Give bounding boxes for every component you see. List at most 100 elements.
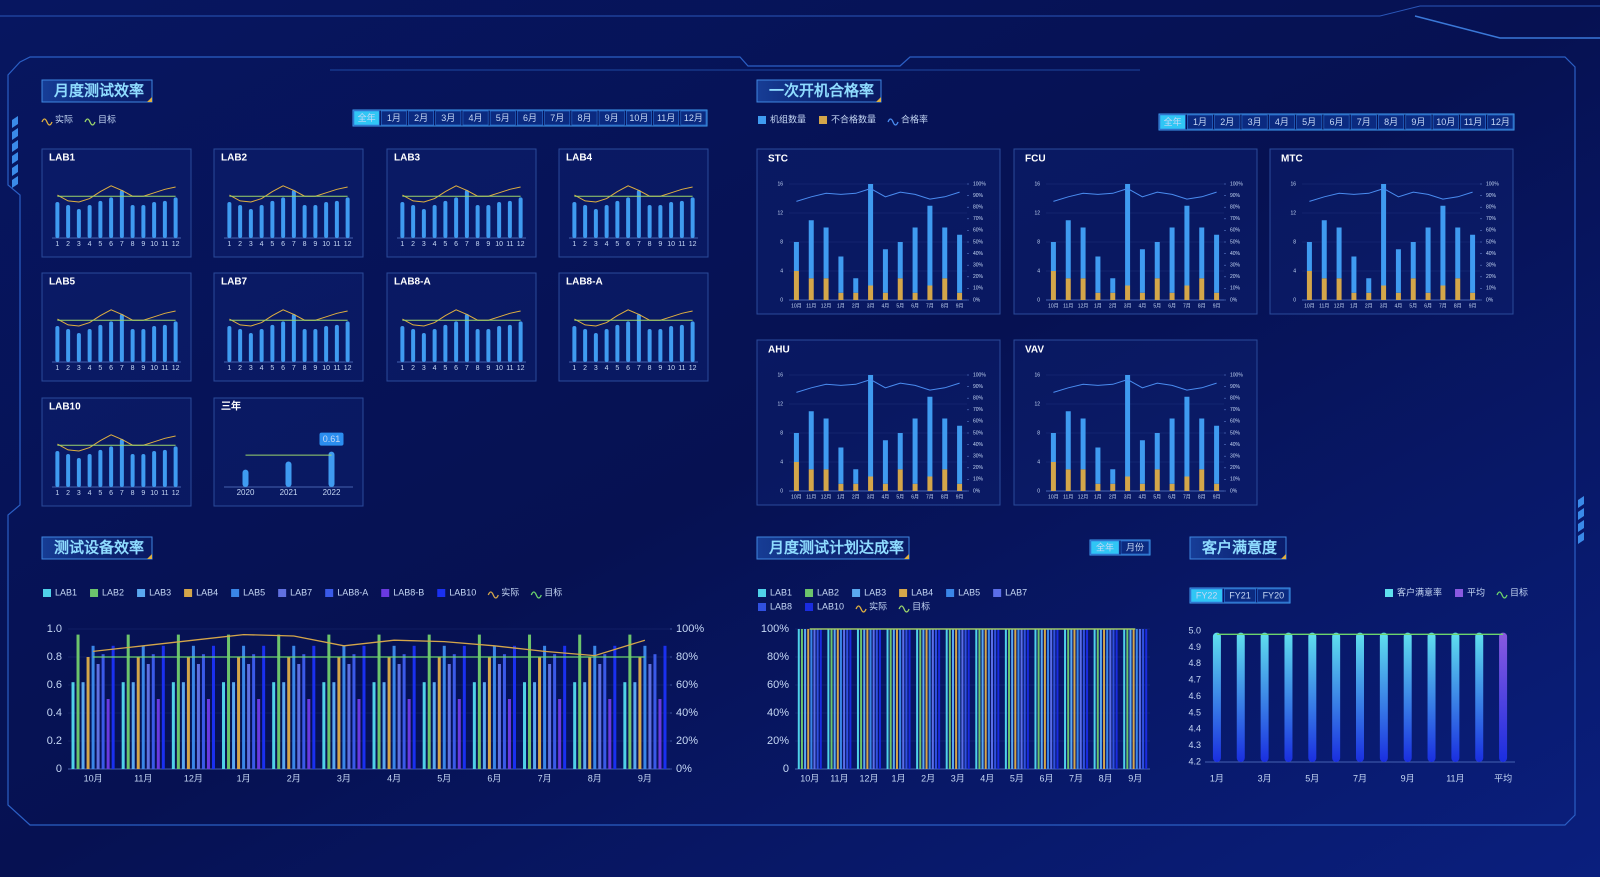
filter-button-bg[interactable] xyxy=(1159,114,1186,130)
filter-button[interactable]: 9月 xyxy=(1405,114,1432,130)
filter-button[interactable]: 7月 xyxy=(544,110,571,126)
filter-button-label[interactable]: FY21 xyxy=(1229,590,1251,600)
filter-button-bg[interactable] xyxy=(1224,588,1256,603)
filter-button-label[interactable]: 5月 xyxy=(496,113,510,123)
bar xyxy=(679,324,684,362)
filter-button-bg[interactable] xyxy=(380,110,407,126)
filter-button[interactable]: 7月 xyxy=(1350,114,1377,130)
filter-button-bg[interactable] xyxy=(571,110,598,126)
filter-button-bg[interactable] xyxy=(1268,114,1295,130)
filter-button[interactable]: 6月 xyxy=(517,110,543,126)
filter-button-label[interactable]: 7月 xyxy=(1357,117,1371,127)
filter-button-bg[interactable] xyxy=(462,110,489,126)
filter-button-bg[interactable] xyxy=(1120,540,1150,555)
x-tick-label: 7 xyxy=(465,365,469,372)
filter-button-label[interactable]: 10月 xyxy=(1436,117,1455,127)
filter-button-label[interactable]: 12月 xyxy=(1491,117,1510,127)
filter-button-bg[interactable] xyxy=(1405,114,1432,130)
filter-button-label[interactable]: 11月 xyxy=(1464,117,1482,127)
filter-button[interactable]: 1月 xyxy=(1187,114,1213,130)
filter-button-bg[interactable] xyxy=(1187,114,1213,130)
filter-button-bg[interactable] xyxy=(1323,114,1350,130)
bar xyxy=(830,629,833,769)
filter-button[interactable]: FY20 xyxy=(1257,588,1290,603)
filter-button-label[interactable]: 1月 xyxy=(1193,117,1207,127)
filter-button-label[interactable]: 8月 xyxy=(1384,117,1398,127)
filter-button-bg[interactable] xyxy=(1257,588,1290,603)
filter-button-label[interactable]: 3月 xyxy=(441,113,455,123)
filter-button[interactable]: 全年 xyxy=(353,110,380,126)
filter-button-label[interactable]: 7月 xyxy=(550,113,564,123)
filter-button-label[interactable]: 1月 xyxy=(387,113,401,123)
filter-button-bg[interactable] xyxy=(517,110,543,126)
filter-button-bg[interactable] xyxy=(1241,114,1268,130)
filter-button-label[interactable]: 6月 xyxy=(523,113,537,123)
x-tick-label: 1月 xyxy=(1350,303,1358,309)
filter-button-bg[interactable] xyxy=(435,110,462,126)
filter-button[interactable]: 12月 xyxy=(680,110,707,126)
filter-button-label[interactable]: 8月 xyxy=(577,113,591,123)
filter-button[interactable]: FY21 xyxy=(1224,588,1256,603)
filter-button-label[interactable]: 3月 xyxy=(1248,117,1262,127)
filter-button-label[interactable]: FY22 xyxy=(1196,590,1218,600)
filter-button[interactable]: FY22 xyxy=(1190,588,1223,603)
filter-button-label[interactable]: 4月 xyxy=(1275,117,1289,127)
filter-button-bg[interactable] xyxy=(1487,114,1514,130)
filter-button-label[interactable]: 全年 xyxy=(1096,541,1114,552)
filter-button-label[interactable]: 全年 xyxy=(358,112,376,123)
filter-button[interactable]: 4月 xyxy=(1268,114,1295,130)
filter-button-bg[interactable] xyxy=(1090,540,1120,555)
filter-button-label[interactable]: 12月 xyxy=(684,113,703,123)
filter-button[interactable]: 2月 xyxy=(408,110,434,126)
filter-button-bg[interactable] xyxy=(1460,114,1486,130)
filter-button-bg[interactable] xyxy=(353,110,380,126)
filter-button-bg[interactable] xyxy=(680,110,707,126)
filter-button[interactable]: 月份 xyxy=(1120,540,1150,555)
filter-button[interactable]: 全年 xyxy=(1159,114,1186,130)
filter-button-bg[interactable] xyxy=(598,110,625,126)
bar xyxy=(1065,220,1071,279)
filter-button[interactable]: 全年 xyxy=(1090,540,1120,555)
filter-button[interactable]: 4月 xyxy=(462,110,489,126)
filter-button[interactable]: 11月 xyxy=(1460,114,1486,130)
filter-button-label[interactable]: 4月 xyxy=(469,113,483,123)
filter-button-bg[interactable] xyxy=(1296,114,1323,130)
bar xyxy=(846,629,849,769)
filter-button-label[interactable]: 2月 xyxy=(1220,117,1234,127)
filter-button-bg[interactable] xyxy=(1190,588,1223,603)
filter-button-label[interactable]: 2月 xyxy=(414,113,428,123)
filter-button[interactable]: 1月 xyxy=(380,110,407,126)
filter-button-label[interactable]: 6月 xyxy=(1329,117,1343,127)
filter-button[interactable]: 5月 xyxy=(1296,114,1323,130)
filter-button[interactable]: 8月 xyxy=(571,110,598,126)
filter-frame xyxy=(352,109,708,127)
filter-button[interactable]: 11月 xyxy=(653,110,680,126)
filter-button[interactable]: 10月 xyxy=(626,110,652,126)
filter-button[interactable]: 5月 xyxy=(489,110,516,126)
filter-button-label[interactable]: 月份 xyxy=(1126,541,1144,552)
filter-button-label[interactable]: 9月 xyxy=(605,113,619,123)
filter-button-label[interactable]: 9月 xyxy=(1411,117,1425,127)
filter-button[interactable]: 6月 xyxy=(1323,114,1350,130)
filter-button[interactable]: 9月 xyxy=(598,110,625,126)
filter-button[interactable]: 8月 xyxy=(1378,114,1405,130)
filter-button-bg[interactable] xyxy=(1350,114,1377,130)
filter-button[interactable]: 3月 xyxy=(435,110,462,126)
filter-button-label[interactable]: 10月 xyxy=(629,113,648,123)
filter-button[interactable]: 2月 xyxy=(1214,114,1241,130)
filter-button-bg[interactable] xyxy=(1432,114,1459,130)
filter-button-label[interactable]: 11月 xyxy=(657,113,675,123)
filter-button[interactable]: 12月 xyxy=(1487,114,1514,130)
filter-button-bg[interactable] xyxy=(544,110,571,126)
filter-button-bg[interactable] xyxy=(626,110,652,126)
filter-button-bg[interactable] xyxy=(489,110,516,126)
filter-button-bg[interactable] xyxy=(1378,114,1405,130)
filter-button-label[interactable]: 5月 xyxy=(1302,117,1316,127)
filter-button[interactable]: 3月 xyxy=(1241,114,1268,130)
filter-button-bg[interactable] xyxy=(653,110,680,126)
filter-button-bg[interactable] xyxy=(408,110,434,126)
filter-button-bg[interactable] xyxy=(1214,114,1241,130)
filter-button-label[interactable]: FY20 xyxy=(1263,590,1285,600)
filter-button-label[interactable]: 全年 xyxy=(1164,116,1182,127)
filter-button[interactable]: 10月 xyxy=(1432,114,1459,130)
